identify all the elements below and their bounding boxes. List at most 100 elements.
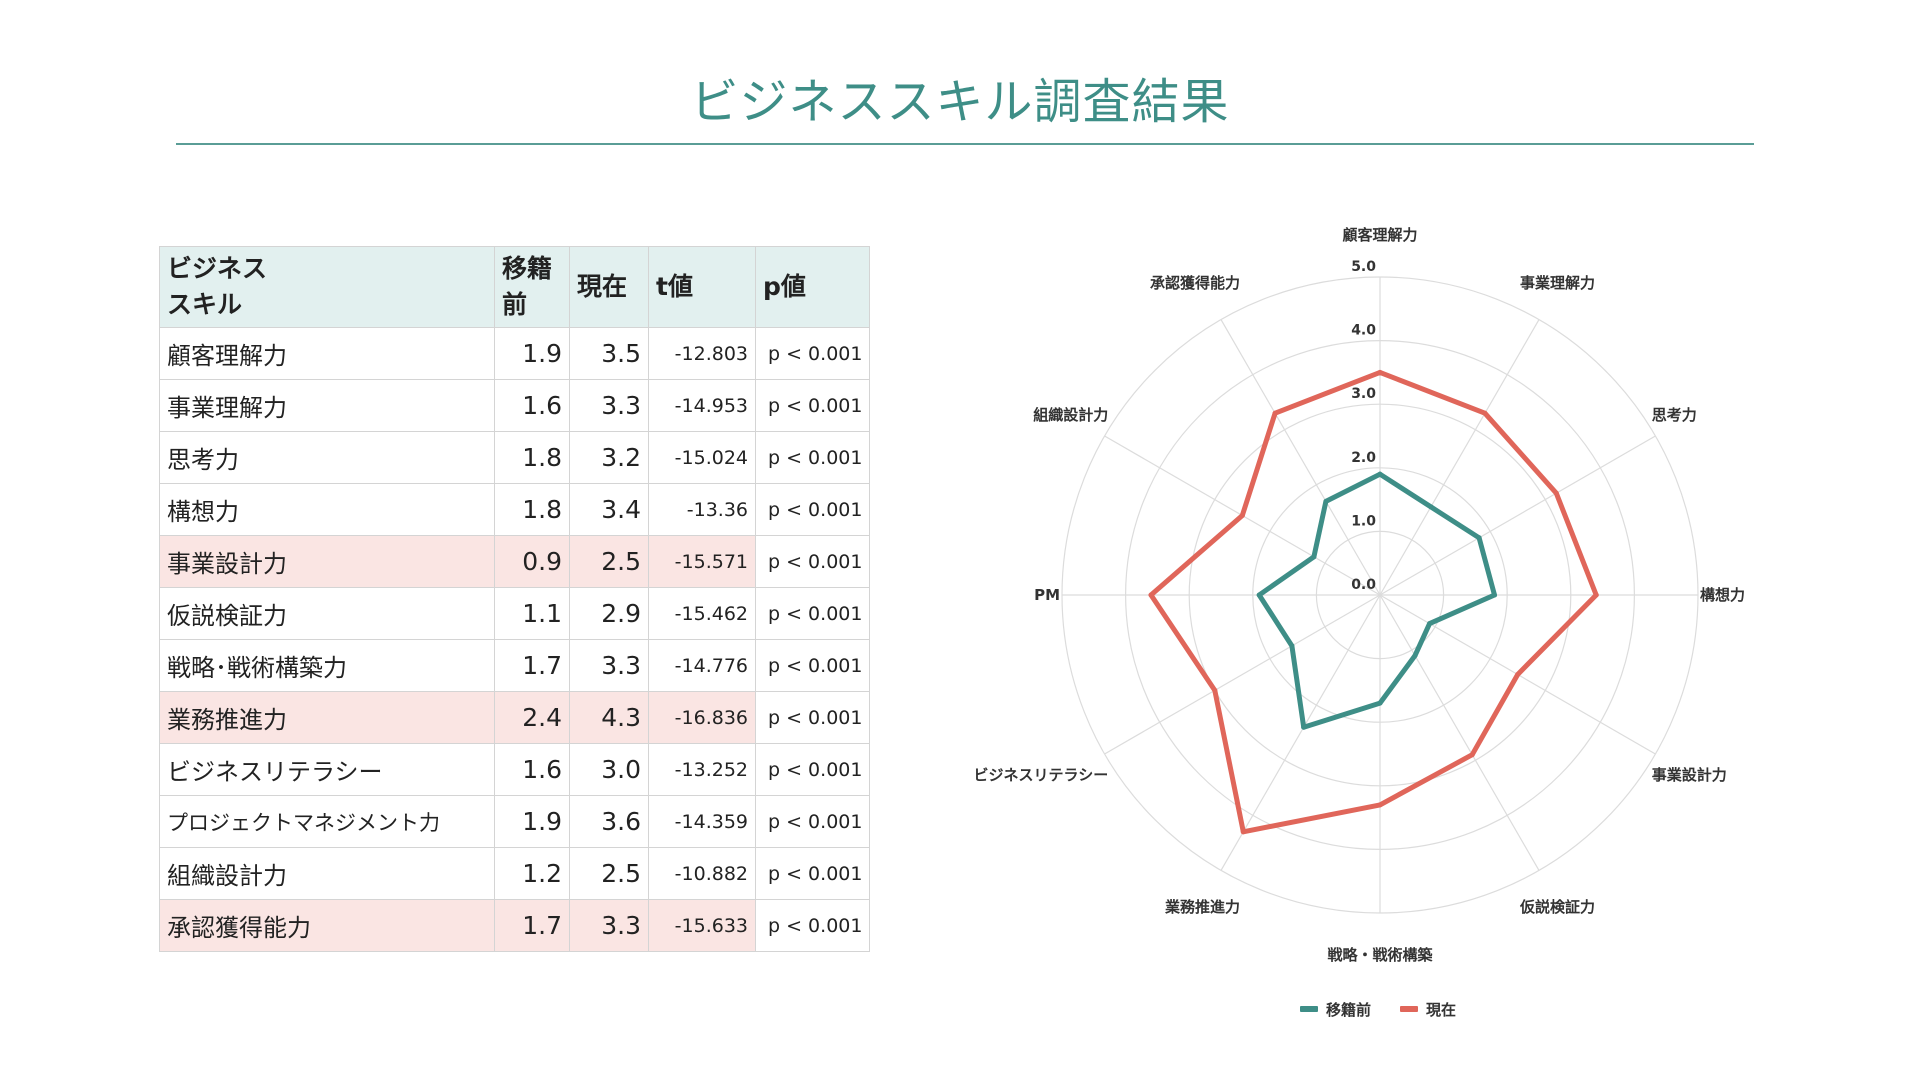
data-point [1289, 643, 1295, 649]
data-point [1476, 535, 1482, 541]
now-value: 2.9 [569, 587, 649, 640]
skill-name: 業務推進力 [159, 691, 495, 744]
t-value: -10.882 [648, 847, 756, 900]
grid-spoke [1379, 435, 1656, 596]
p-value: p < 0.001 [754, 639, 871, 692]
legend-swatch [1400, 1006, 1418, 1012]
grid-spoke [1220, 319, 1381, 596]
table-header-row: ビジネス スキル 移籍 前 現在 t値 p値 [159, 246, 871, 328]
now-value: 3.0 [569, 743, 649, 796]
data-point [1491, 592, 1497, 598]
p-value: p < 0.001 [754, 899, 871, 952]
t-value: -12.803 [648, 327, 756, 380]
t-value: -15.633 [648, 899, 756, 952]
table-row: 業務推進力 2.4 4.3 -16.836 p < 0.001 [159, 691, 871, 744]
now-value: 3.2 [569, 431, 649, 484]
data-point [1553, 490, 1559, 496]
header-t-value: t値 [648, 246, 756, 328]
t-value: -14.359 [648, 795, 756, 848]
table-row: 構想力 1.8 3.4 -13.36 p < 0.001 [159, 483, 871, 536]
data-point [1515, 672, 1521, 677]
before-value: 1.9 [494, 327, 570, 380]
title-divider [176, 143, 1754, 145]
axis-label: 仮説検証力 [1519, 898, 1595, 916]
data-point [1469, 752, 1475, 758]
axis-label: PM [1034, 586, 1060, 604]
data-point [1482, 410, 1488, 416]
data-point [1240, 829, 1246, 835]
p-value: p < 0.001 [754, 743, 871, 796]
before-value: 1.7 [494, 899, 570, 952]
p-value: p < 0.001 [754, 379, 871, 432]
data-point [1412, 653, 1418, 659]
grid-spoke [1104, 594, 1381, 755]
t-value: -16.836 [648, 691, 756, 744]
skill-name: 事業設計力 [159, 535, 495, 588]
now-value: 2.5 [569, 847, 649, 900]
data-point [1428, 504, 1434, 510]
tick-label: 1.0 [1351, 513, 1376, 529]
axis-label: ビジネスリテラシー [974, 766, 1109, 784]
tick-label: 3.0 [1351, 386, 1376, 402]
axis-label: 組織設計力 [1033, 406, 1108, 424]
header-skill: ビジネス スキル [159, 246, 495, 328]
data-point [1272, 410, 1278, 416]
header-before: 移籍 前 [494, 246, 570, 328]
now-value: 3.5 [569, 327, 649, 380]
header-p-value: p値 [754, 246, 871, 328]
data-point [1212, 687, 1218, 693]
before-value: 1.8 [494, 483, 570, 536]
table-row: 思考力 1.8 3.2 -15.024 p < 0.001 [159, 431, 871, 484]
now-value: 3.6 [569, 795, 649, 848]
data-point [1311, 554, 1317, 560]
t-value: -15.571 [648, 535, 756, 588]
table-row: 顧客理解力 1.9 3.5 -12.803 p < 0.001 [159, 327, 871, 380]
p-value: p < 0.001 [754, 431, 871, 484]
axis-label: 戦略・戦術構築 [1327, 946, 1433, 964]
now-value: 3.3 [569, 379, 649, 432]
axis-label: 思考力 [1652, 406, 1697, 424]
data-point [1377, 802, 1383, 808]
axis-label: 承認獲得能力 [1150, 274, 1240, 292]
data-point [1377, 369, 1383, 375]
before-value: 1.6 [494, 743, 570, 796]
now-value: 3.3 [569, 899, 649, 952]
skill-name: 承認獲得能力 [159, 899, 495, 952]
before-value: 2.4 [494, 691, 570, 744]
now-value: 3.4 [569, 483, 649, 536]
skill-name: 組織設計力 [159, 847, 495, 900]
p-value: p < 0.001 [754, 847, 871, 900]
table-row: プロジェクトマネジメント力 1.9 3.6 -14.359 p < 0.001 [159, 795, 871, 848]
skill-name: ビジネスリテラシー [159, 743, 495, 796]
table-row: 仮説検証力 1.1 2.9 -15.462 p < 0.001 [159, 587, 871, 640]
tick-label: 0.0 [1351, 577, 1376, 593]
tick-label: 4.0 [1351, 323, 1376, 339]
before-value: 1.8 [494, 431, 570, 484]
tick-label: 5.0 [1351, 259, 1376, 275]
t-value: -15.024 [648, 431, 756, 484]
grid-spoke [1379, 594, 1540, 871]
data-point [1593, 592, 1599, 598]
now-value: 3.3 [569, 639, 649, 692]
skill-name: 戦略･戦術構築力 [159, 639, 495, 692]
t-value: -14.953 [648, 379, 756, 432]
table-row: 組織設計力 1.2 2.5 -10.882 p < 0.001 [159, 847, 871, 900]
data-point [1256, 592, 1262, 598]
p-value: p < 0.001 [754, 535, 871, 588]
skill-name: 構想力 [159, 483, 495, 536]
radar-chart: 0.0 1.0 2.0 3.0 4.0 5.0 顧客理解力事業理解力思考力構想力事業設計力仮… [974, 226, 1745, 1019]
grid-spoke [1220, 594, 1381, 871]
axis-label: 事業理解力 [1520, 274, 1595, 292]
table-row: 事業理解力 1.6 3.3 -14.953 p < 0.001 [159, 379, 871, 432]
t-value: -13.252 [648, 743, 756, 796]
data-point [1427, 621, 1433, 627]
legend-label: 現在 [1426, 1001, 1456, 1019]
t-value: -14.776 [648, 639, 756, 692]
t-value: -13.36 [648, 483, 756, 536]
legend-label: 移籍前 [1326, 1001, 1371, 1019]
before-value: 1.1 [494, 587, 570, 640]
skill-name: 仮説検証力 [159, 587, 495, 640]
page-title: ビジネススキル調査結果 [690, 74, 1230, 130]
data-point [1239, 513, 1245, 518]
skill-name: 思考力 [159, 431, 495, 484]
